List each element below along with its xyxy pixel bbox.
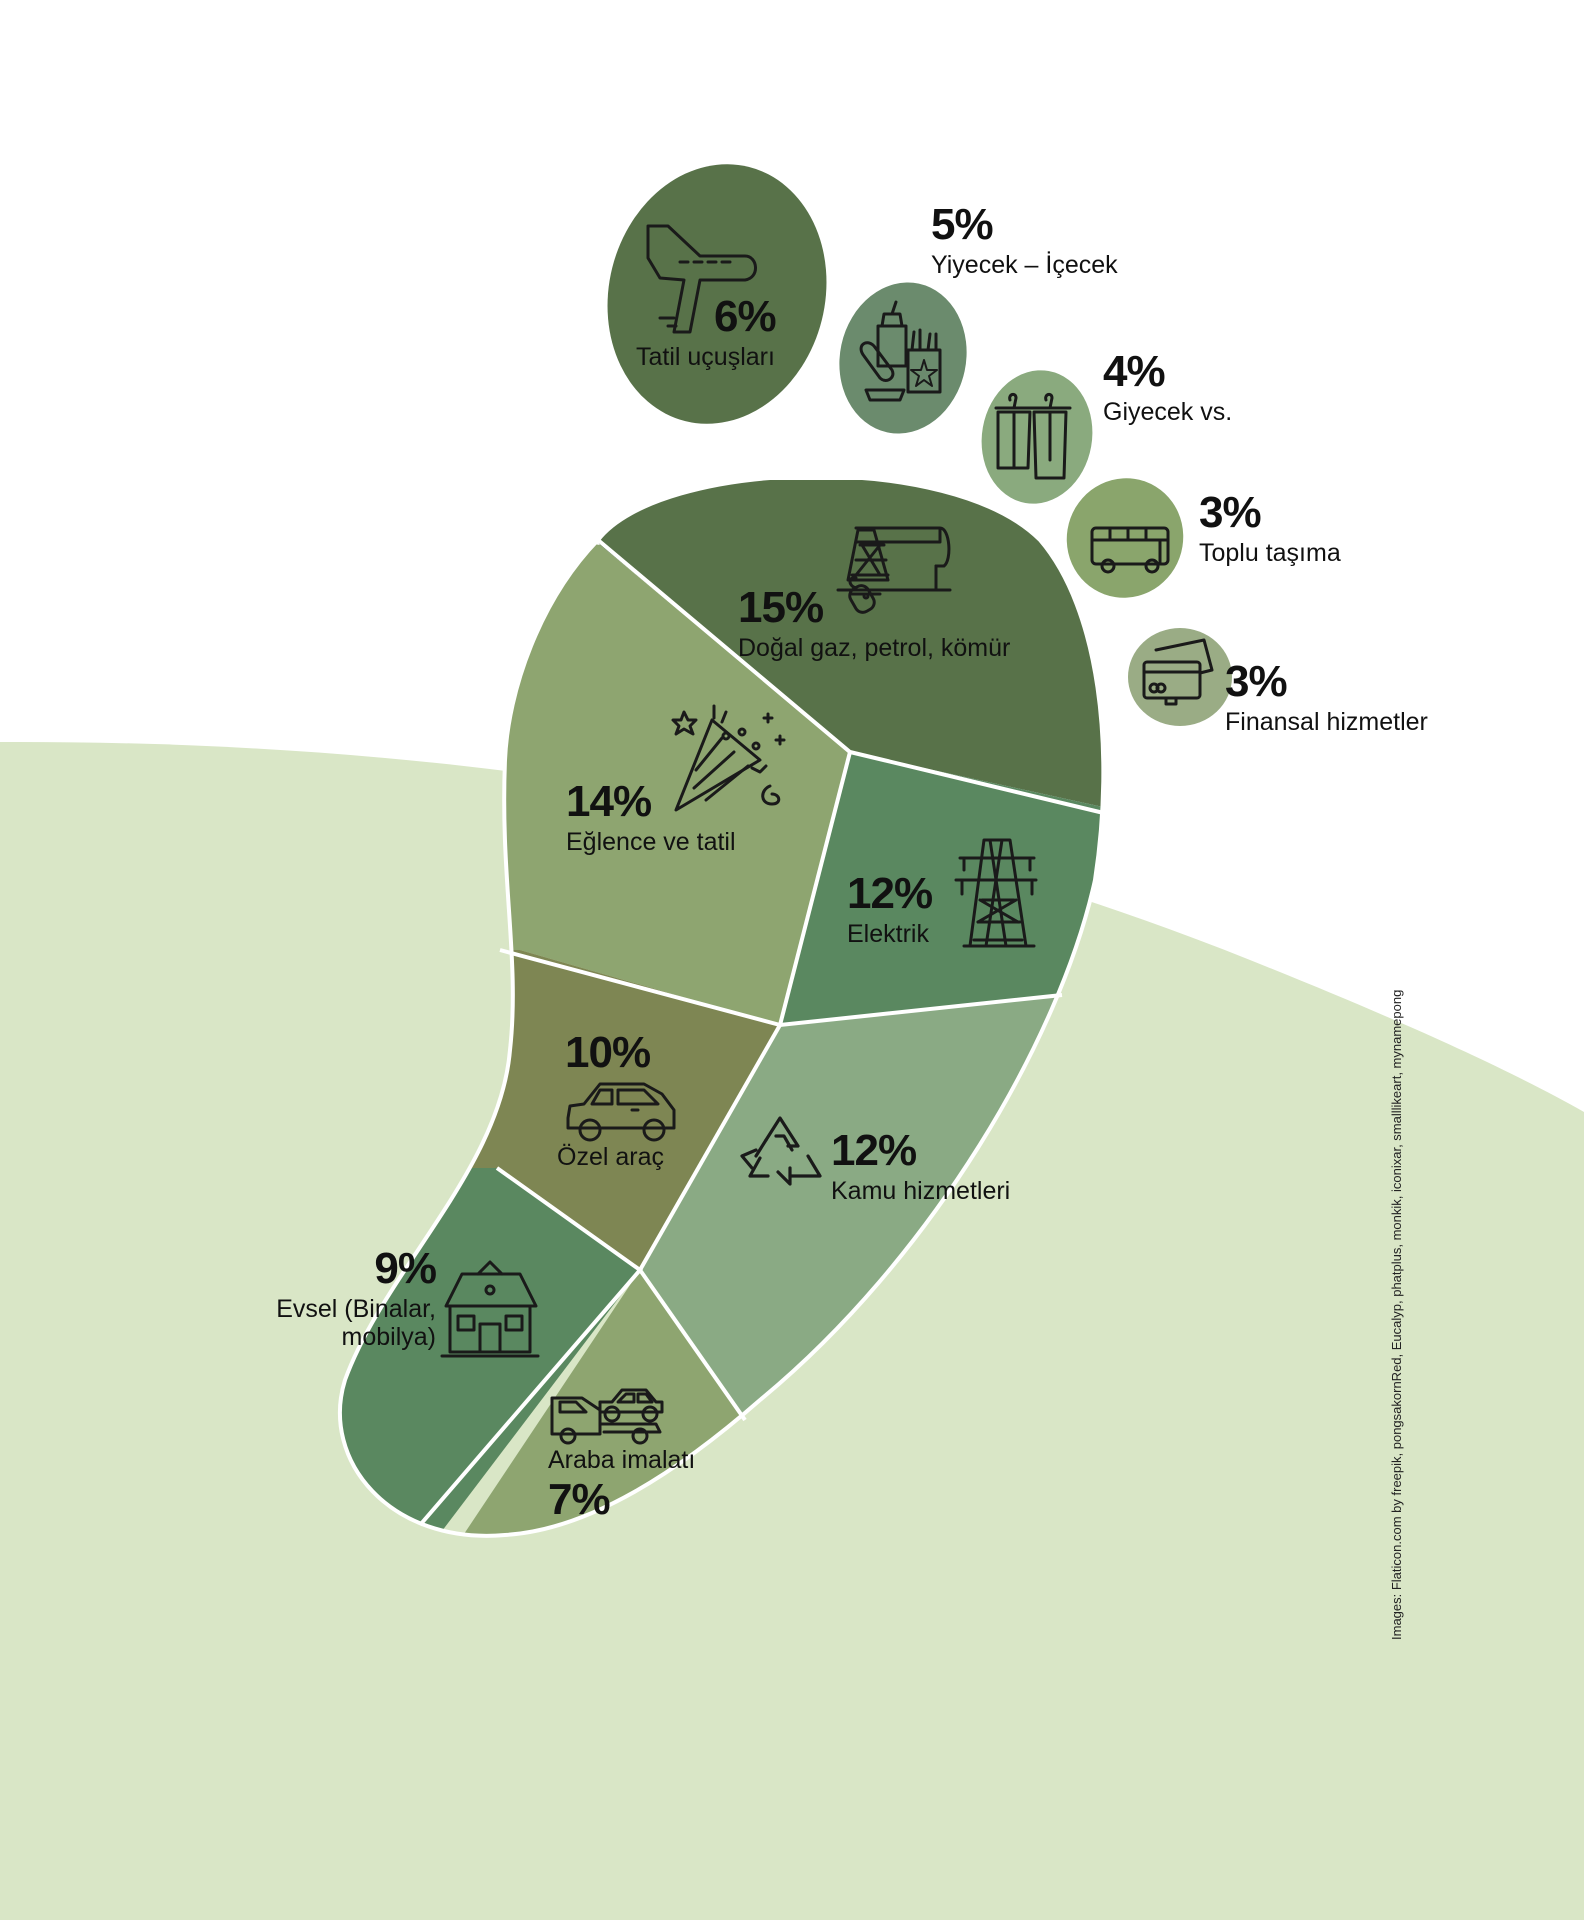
segment-label-dogal-gaz: 15% Doğal gaz, petrol, kömür: [738, 583, 1010, 662]
segment-dogal-gaz: [560, 480, 1104, 815]
toe-tatil-ucuslari: [607, 164, 827, 424]
label-yiyecek: Yiyecek – İçecek: [931, 250, 1118, 279]
percent-ozel-arac: 10%: [565, 1028, 651, 1077]
label-eglence: Eğlence ve tatil: [566, 827, 736, 856]
percent-tatil-ucuslari: 6%: [714, 292, 777, 341]
percent-yiyecek: 5%: [931, 200, 994, 249]
label-evsel-line2: mobilya): [341, 1323, 436, 1352]
recycle-icon: [740, 1116, 822, 1186]
tow-truck-icon: [550, 1388, 664, 1445]
segment-label-toplu-tasima: 3% Toplu taşıma: [1199, 488, 1341, 567]
bus-icon: [1090, 526, 1170, 574]
segment-label-araba-imalati: Araba imalatı 7%: [548, 1446, 695, 1525]
label-dogal-gaz: Doğal gaz, petrol, kömür: [738, 633, 1011, 662]
label-araba-imalati: Araba imalatı: [548, 1446, 696, 1474]
segment-label-ozel-arac: 10% Özel araç: [557, 1028, 687, 1171]
segment-label-evsel: 9% Evsel (Binalar, mobilya): [240, 1244, 437, 1352]
percent-araba-imalati: 7%: [548, 1474, 611, 1524]
percent-giyecek: 4%: [1103, 347, 1166, 396]
segment-label-yiyecek: 5% Yiyecek – İçecek: [931, 200, 1118, 279]
percent-elektrik: 12%: [847, 869, 933, 918]
percent-finansal: 3%: [1225, 657, 1288, 706]
power-tower-icon: [954, 838, 1038, 948]
label-toplu-tasima: Toplu taşıma: [1199, 538, 1341, 567]
airplane-icon: [646, 224, 757, 334]
clothes-rack-icon: [994, 392, 1072, 480]
label-finansal: Finansal hizmetler: [1225, 707, 1428, 736]
segment-label-elektrik: 12% Elektrik: [847, 869, 933, 948]
segment-label-giyecek: 4% Giyecek vs.: [1103, 347, 1232, 426]
credit-card-icon: [1142, 638, 1214, 706]
percent-toplu-tasima: 3%: [1199, 488, 1262, 537]
label-elektrik: Elektrik: [847, 919, 929, 948]
label-evsel-line1: Evsel (Binalar,: [276, 1294, 436, 1323]
percent-kamu: 12%: [831, 1126, 917, 1175]
toe-giyecek: [981, 370, 1093, 504]
percent-evsel: 9%: [374, 1244, 437, 1293]
segment-label-finansal: 3% Finansal hizmetler: [1225, 657, 1428, 736]
car-icon: [566, 1082, 676, 1142]
percent-dogal-gaz: 15%: [738, 583, 824, 632]
segment-label-eglence: 14% Eğlence ve tatil: [566, 777, 736, 856]
toe-toplu-tasima: [1066, 478, 1184, 598]
label-kamu: Kamu hizmetleri: [831, 1176, 1011, 1205]
label-giyecek: Giyecek vs.: [1103, 397, 1233, 426]
toe-yiyecek: [839, 282, 967, 434]
fast-food-icon: [859, 300, 942, 402]
segment-elektrik: [780, 752, 1104, 1025]
oil-pump-icon: [836, 526, 952, 614]
party-popper-icon: [671, 704, 786, 812]
label-ozel-arac: Özel araç: [557, 1142, 664, 1171]
house-icon: [440, 1260, 540, 1358]
segment-label-kamu: 12% Kamu hizmetleri: [831, 1126, 1010, 1205]
percent-eglence: 14%: [566, 777, 652, 826]
image-credit: Images: Flaticon.com by freepik, pongsak…: [1389, 989, 1404, 1640]
segment-label-tatil-ucuslari: 6% Tatil uçuşları: [636, 292, 826, 371]
label-tatil-ucuslari: Tatil uçuşları: [636, 342, 775, 371]
